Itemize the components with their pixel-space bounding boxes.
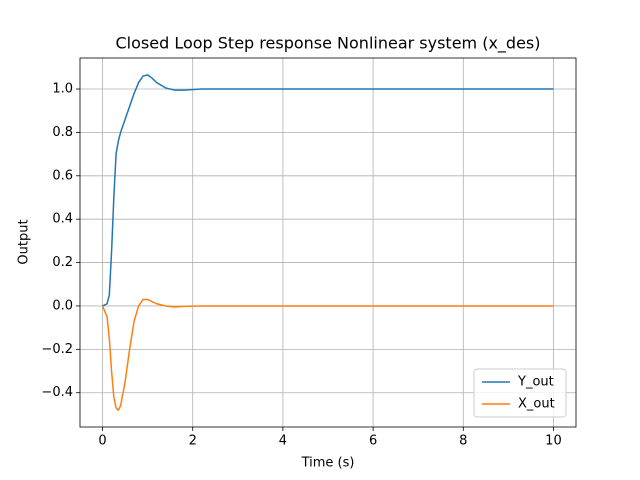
data-line bbox=[102, 74, 554, 307]
x-tick-label: 8 bbox=[459, 434, 467, 449]
legend-label: Y_out bbox=[517, 375, 554, 390]
x-tick-label: 6 bbox=[369, 434, 377, 449]
y-tick-label: −0.2 bbox=[41, 342, 73, 357]
y-tick-label: 0.0 bbox=[52, 298, 73, 313]
y-tick-label: −0.4 bbox=[41, 385, 73, 400]
y-tick-label: 0.4 bbox=[52, 212, 73, 227]
x-tick-label: 2 bbox=[189, 434, 197, 449]
data-line bbox=[101, 298, 554, 412]
plot-frame bbox=[79, 57, 577, 428]
y-axis-label: Output bbox=[17, 219, 32, 264]
y-tick-label: 0.8 bbox=[52, 125, 73, 140]
y-tick-label: 0.2 bbox=[52, 255, 73, 270]
x-axis-label: Time (s) bbox=[301, 456, 355, 471]
x-tick-label: 4 bbox=[279, 434, 287, 449]
chart-title: Closed Loop Step response Nonlinear syst… bbox=[115, 34, 540, 54]
x-tick-label: 0 bbox=[98, 434, 106, 449]
y-tick-label: 1.0 bbox=[52, 82, 73, 97]
x-tick-label: 10 bbox=[545, 434, 562, 449]
y-tick-label: 0.6 bbox=[52, 168, 73, 183]
legend-label: X_out bbox=[518, 397, 555, 412]
legend-box bbox=[473, 368, 567, 418]
